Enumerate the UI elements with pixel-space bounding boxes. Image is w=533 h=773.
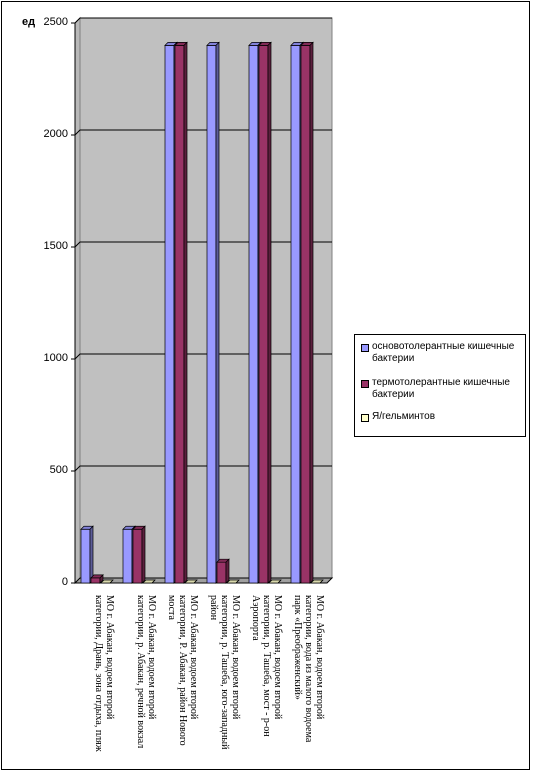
bar-series-2-cat-5-side xyxy=(267,41,272,584)
bar-series-1-cat-2 xyxy=(122,528,133,584)
legend-label-series-1: основотолерантные кишечные бактерии xyxy=(372,341,515,364)
legend: основотолерантные кишечные бактерии терм… xyxy=(354,334,526,437)
plot-back-wall xyxy=(79,17,333,579)
y-tick-label: 1000 xyxy=(43,352,68,364)
bar-series-2-cat-3 xyxy=(174,45,185,584)
bar-series-3-cat-2-side xyxy=(151,579,156,584)
bar-series-2-cat-4-side xyxy=(225,558,230,584)
bar-series-2-cat-2-side xyxy=(141,525,146,584)
y-tick-label: 1500 xyxy=(43,240,68,252)
y-tick-label: 500 xyxy=(49,464,68,476)
bar-series-3-cat-6-side xyxy=(319,579,324,584)
x-tick-label: МО г. Абакан, водоем второй категории, р… xyxy=(208,595,241,750)
bar-series-1-cat-4-side xyxy=(215,41,220,584)
bar-series-2-cat-1 xyxy=(90,577,101,584)
bar-series-3-cat-3-side xyxy=(193,579,198,584)
bar-series-2-cat-5 xyxy=(258,45,269,584)
legend-label-series-2: термотолерантные кишечные бактерии xyxy=(372,377,510,400)
x-tick-label: МО г. Абакан, водоем второй категории, Р… xyxy=(166,595,199,746)
gridline xyxy=(74,17,332,24)
bar-series-2-cat-6 xyxy=(300,45,311,584)
bar-series-1-cat-6 xyxy=(290,45,301,584)
legend-swatch-series-3 xyxy=(361,414,369,422)
gridline xyxy=(74,465,332,472)
gridline xyxy=(74,353,332,360)
x-tick-label: МО г. Абакан, водоем второй категории, Д… xyxy=(93,595,115,752)
bar-series-2-cat-6-side xyxy=(309,41,314,584)
bar-series-3-cat-1-side xyxy=(109,579,114,584)
bar-series-1-cat-4 xyxy=(206,45,217,584)
y-tick-label: 0 xyxy=(61,576,68,588)
bar-series-2-cat-3-side xyxy=(183,41,188,584)
x-tick-label: МО г. Абакан, водоем второй категории, р… xyxy=(135,595,157,749)
y-axis-label: ед xyxy=(22,16,36,28)
y-tick-label: 2500 xyxy=(43,16,68,28)
bar-series-1-cat-3 xyxy=(164,45,175,584)
bar-series-2-cat-2 xyxy=(132,528,143,584)
bar-series-1-cat-5 xyxy=(248,45,259,584)
bar-series-3-cat-4-side xyxy=(235,579,240,584)
bar-series-1-cat-1 xyxy=(80,528,91,584)
bar-series-1-cat-1-side xyxy=(89,525,94,584)
x-tick-label: МО г. Абакан, водоем второй категории, р… xyxy=(250,595,283,737)
gridline xyxy=(74,129,332,136)
plot-side-wall xyxy=(74,16,81,585)
x-tick-label: МО г. Абакан, водоем второй категории, в… xyxy=(292,595,325,743)
legend-swatch-series-1 xyxy=(361,344,369,352)
gridline xyxy=(74,241,332,248)
legend-swatch-series-2 xyxy=(361,380,369,388)
y-tick-label: 2000 xyxy=(43,128,68,140)
bar-series-3-cat-5-side xyxy=(277,579,282,584)
legend-label-series-3: Я/гельминтов xyxy=(372,411,436,422)
bar-series-2-cat-1-side xyxy=(99,574,104,584)
bar-series-2-cat-4 xyxy=(216,561,227,584)
